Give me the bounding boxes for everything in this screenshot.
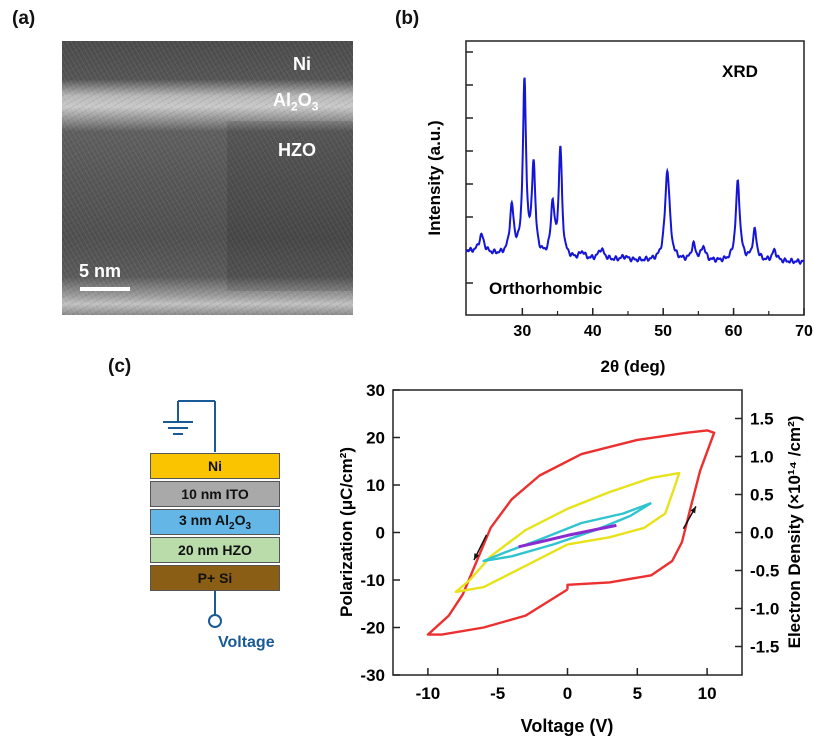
al2o3-text-2: O [234, 512, 246, 529]
pv-x-tick-label: 10 [698, 684, 717, 703]
xrd-x-tick-label: 60 [725, 323, 743, 340]
o-subscript: 3 [311, 99, 319, 114]
pv-y2-tick-label: -1.5 [750, 638, 779, 657]
panel-a-label: (a) [12, 8, 36, 29]
hysteresis-loop [454, 471, 681, 594]
xrd-x-tick-label: 50 [654, 323, 672, 340]
panel-b-label: (b) [395, 8, 420, 29]
tem-label-al2o3: Al2O3 [273, 90, 318, 114]
pv-y-tick-label: 10 [366, 476, 385, 495]
xrd-x-tick-label: 30 [513, 323, 531, 340]
pv-y2-tick-label: 0.0 [750, 524, 774, 543]
tem-label-ni: Ni [293, 54, 311, 74]
scalebar [80, 287, 130, 291]
scalebar-label: 5 nm [79, 261, 122, 281]
tem-image [62, 41, 353, 315]
pv-y2-tick-label: 1.5 [750, 410, 774, 429]
panel-c-label: (c) [108, 356, 132, 377]
layer-ito-label: 10 nm ITO [181, 486, 249, 502]
al2o3-sub-1: 2 [229, 520, 235, 532]
layer-hzo: 20 nm HZO [150, 537, 280, 563]
xrd-pattern-line [465, 77, 805, 265]
xrd-y-axis-label: Intensity (a.u.) [425, 120, 444, 235]
pv-y-tick-label: 20 [366, 429, 385, 448]
layer-hzo-label: 20 nm HZO [178, 542, 252, 558]
pv-x-tick-label: -5 [490, 684, 505, 703]
xrd-x-tick-label: 70 [795, 323, 813, 340]
pv-y-tick-label: -30 [360, 666, 385, 685]
hysteresis-loop [426, 429, 716, 636]
pv-x-tick-label: 5 [633, 684, 642, 703]
layer-ni-label: Ni [208, 458, 222, 474]
tem-grain-region [227, 121, 353, 291]
al-subscript: 2 [291, 99, 298, 114]
o-text: O [297, 90, 312, 110]
pv-y2-tick-label: 0.5 [750, 486, 774, 505]
pv-x-tick-label: -10 [416, 684, 441, 703]
xrd-x-tick-label: 40 [584, 323, 602, 340]
tem-label-hzo: HZO [278, 140, 316, 160]
layer-ni: Ni [150, 453, 280, 479]
hysteresis-loop [482, 501, 652, 563]
pv-y2-tick-label: 1.0 [750, 448, 774, 467]
pv-y-axis-label: Polarization (μC/cm²) [337, 447, 356, 617]
layer-si-label: P+ Si [197, 570, 233, 586]
pv-y2-axis-label: Electron Density (×10¹⁴ /cm²) [785, 416, 804, 649]
al2o3-sub-2: 3 [245, 520, 252, 532]
xrd-plot-frame [465, 40, 805, 316]
layer-ito: 10 nm ITO [150, 481, 280, 507]
hysteresis-loop [518, 523, 617, 549]
pv-y2-tick-label: -1.0 [750, 600, 779, 619]
tem-lattice-texture [62, 41, 353, 315]
pv-y2-tick-label: -0.5 [750, 562, 779, 581]
sweep-arrowhead [690, 506, 696, 514]
xrd-annotation-bottom: Orthorhombic [489, 279, 602, 298]
voltage-label: Voltage [218, 634, 275, 651]
pv-y-tick-label: -20 [360, 619, 385, 638]
pv-x-axis-label: Voltage (V) [521, 716, 614, 736]
al-text: Al [273, 90, 291, 110]
layer-al2o3-label: 3 nm Al2O3 [179, 512, 251, 532]
pv-y-tick-label: 30 [366, 381, 385, 400]
sweep-arrowhead [473, 553, 480, 561]
xrd-annotation-top: XRD [722, 62, 758, 81]
al2o3-text-1: 3 nm Al [178, 512, 230, 529]
xrd-x-axis-label: 2θ (deg) [601, 357, 666, 376]
pv-y-tick-label: 0 [376, 524, 385, 543]
pv-x-tick-label: 0 [563, 684, 572, 703]
pv-y-tick-label: -10 [360, 571, 385, 590]
layer-al2o3: 3 nm Al2O3 [150, 509, 280, 535]
layer-si: P+ Si [150, 565, 280, 591]
